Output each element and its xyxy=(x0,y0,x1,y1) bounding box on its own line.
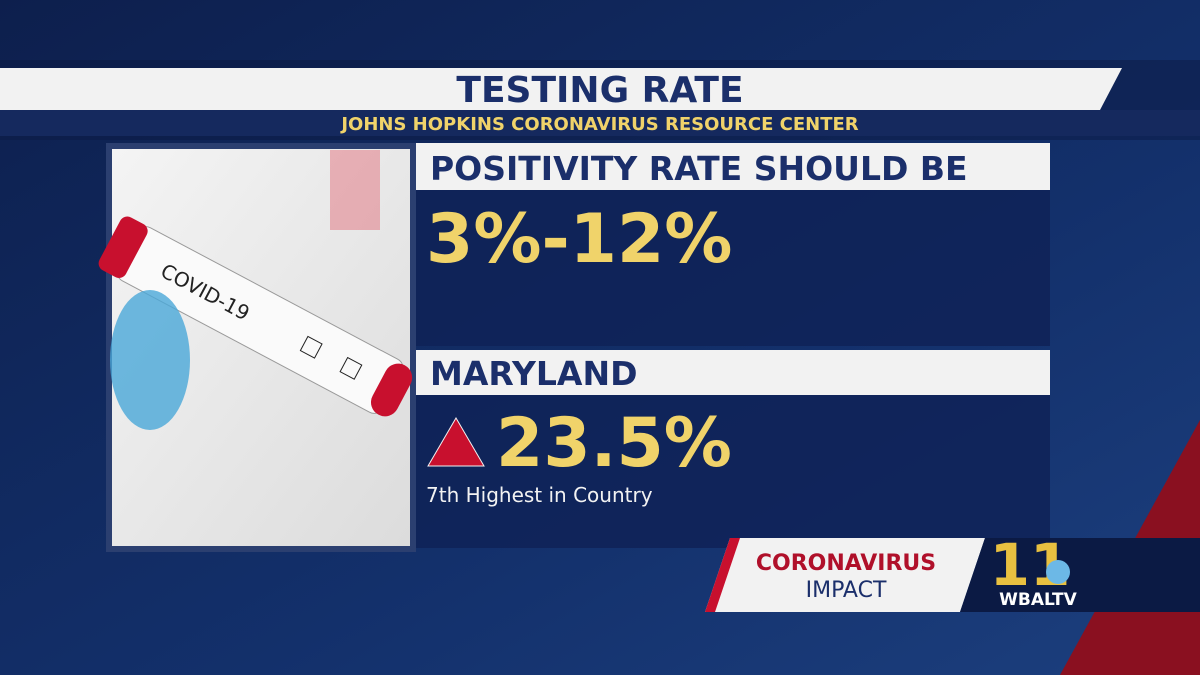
logo-text: WBALTV xyxy=(999,590,1077,610)
show-name: CORONAVIRUS xyxy=(756,551,936,576)
photo-blur xyxy=(330,150,380,230)
panel-body xyxy=(416,190,1050,346)
source: JOHNS HOPKINS CORONAVIRUS RESOURCE CENTE… xyxy=(339,114,858,135)
panel-value: 3%-12% xyxy=(426,200,732,279)
panel-heading: POSITIVITY RATE SHOULD BE xyxy=(430,149,968,188)
checkbox xyxy=(339,356,363,380)
panel-note: 7th Highest in Country xyxy=(426,483,653,507)
show-accent xyxy=(705,538,740,612)
title: TESTING RATE xyxy=(456,70,743,111)
show-name: IMPACT xyxy=(806,578,887,603)
glove xyxy=(110,290,190,430)
panel-value: 23.5% xyxy=(496,404,732,483)
source-band xyxy=(0,110,1200,136)
up-arrow xyxy=(427,417,485,467)
panel-body xyxy=(416,395,1050,548)
tube-cap xyxy=(98,216,148,278)
heading-bar xyxy=(416,143,1050,190)
panel-heading: MARYLAND xyxy=(430,354,637,393)
logo-peacock xyxy=(1046,560,1070,584)
tube-blood xyxy=(370,363,413,417)
checkbox xyxy=(299,335,323,359)
logo-band xyxy=(960,538,1200,612)
title-bar xyxy=(0,68,1122,110)
show-box xyxy=(705,538,985,612)
heading-bar xyxy=(416,350,1050,395)
